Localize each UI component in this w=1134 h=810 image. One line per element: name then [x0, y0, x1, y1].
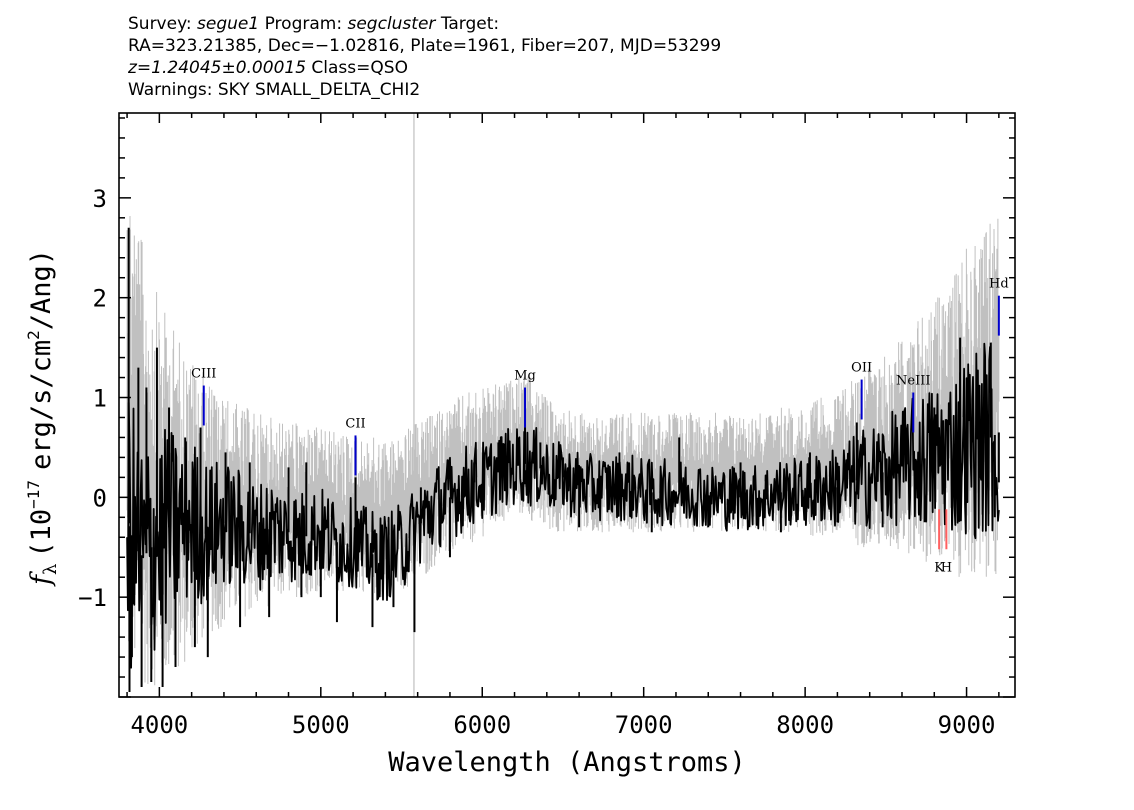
line-marker-label: CII: [345, 416, 365, 431]
program-value: segcluster: [347, 14, 436, 34]
x-tick-label: 9000: [938, 711, 996, 739]
survey-value: segue1: [197, 14, 260, 34]
flux-series: [126, 227, 1000, 693]
line-marker: Hd: [989, 277, 1009, 336]
warnings-line: Warnings: SKY SMALL_DELTA_CHI2: [128, 80, 421, 100]
line-marker: Mg: [514, 369, 536, 428]
flux-line: [126, 342, 1000, 669]
x-tick-label: 8000: [776, 711, 834, 739]
y-label-exp2: 2: [24, 330, 43, 340]
line-marker: H: [941, 509, 952, 575]
y-label-post: /Ang): [26, 249, 57, 330]
y-label-sub: λ: [40, 564, 61, 575]
line-marker: CII: [345, 416, 366, 476]
header-line-3: z=1.24045±0.00015 Class=QSO: [128, 57, 721, 79]
line-marker: NeIII: [896, 374, 931, 433]
y-label-mid: erg/s/cm: [26, 340, 57, 470]
header-line-2: RA=323.21385, Dec=−1.02816, Plate=1961, …: [128, 36, 722, 56]
plot-frame: [118, 112, 1016, 698]
line-marker-label: OII: [851, 361, 872, 376]
y-label-exp1: −17: [24, 480, 43, 509]
line-marker-label: Hd: [989, 277, 1009, 292]
noise-series: [126, 113, 1000, 697]
y-tick-label: 0: [93, 484, 107, 512]
line-marker-label: H: [941, 560, 952, 575]
x-tick-label: 6000: [453, 711, 511, 739]
program-label: Program:: [264, 14, 343, 34]
line-marker-label: K: [934, 560, 944, 575]
noise-band: [126, 216, 1000, 686]
line-marker: CIII: [191, 367, 216, 426]
line-markers: CIII CII Mg OII NeIII Hd KH: [191, 277, 1009, 576]
class-value: Class=QSO: [311, 58, 408, 78]
line-marker: K: [934, 509, 944, 575]
x-tick-label: 4000: [130, 711, 188, 739]
line-marker-label: Mg: [514, 369, 536, 384]
x-tick-label: 7000: [615, 711, 673, 739]
y-tick-label: 1: [93, 385, 107, 413]
redshift-value: z=1.24045±0.00015: [128, 58, 307, 78]
y-axis-label: fλ (10−17 erg/s/cm2/Ang): [24, 249, 61, 587]
y-tick-label: −1: [78, 584, 107, 612]
x-axis-label: Wavelength (Angstroms): [388, 747, 746, 778]
spectrum-header: Survey: segue1 Program: segcluster Targe…: [128, 13, 721, 101]
y-label-pre: (10: [26, 509, 57, 558]
line-marker: OII: [851, 361, 872, 420]
line-marker-label: NeIII: [896, 374, 930, 389]
y-tick-label: 3: [93, 185, 107, 213]
target-label: Target:: [440, 14, 500, 34]
x-tick-label: 5000: [292, 711, 350, 739]
survey-label: Survey:: [128, 14, 192, 34]
y-tick-label: 2: [93, 285, 107, 313]
header-line-1: Survey: segue1 Program: segcluster Targe…: [128, 13, 721, 35]
y-label-f: f: [26, 571, 57, 587]
axis-ticks: 4000 5000 6000 7000 8000 9000 −1 0 1 2 3: [78, 113, 1015, 739]
line-marker-label: CIII: [191, 367, 216, 382]
